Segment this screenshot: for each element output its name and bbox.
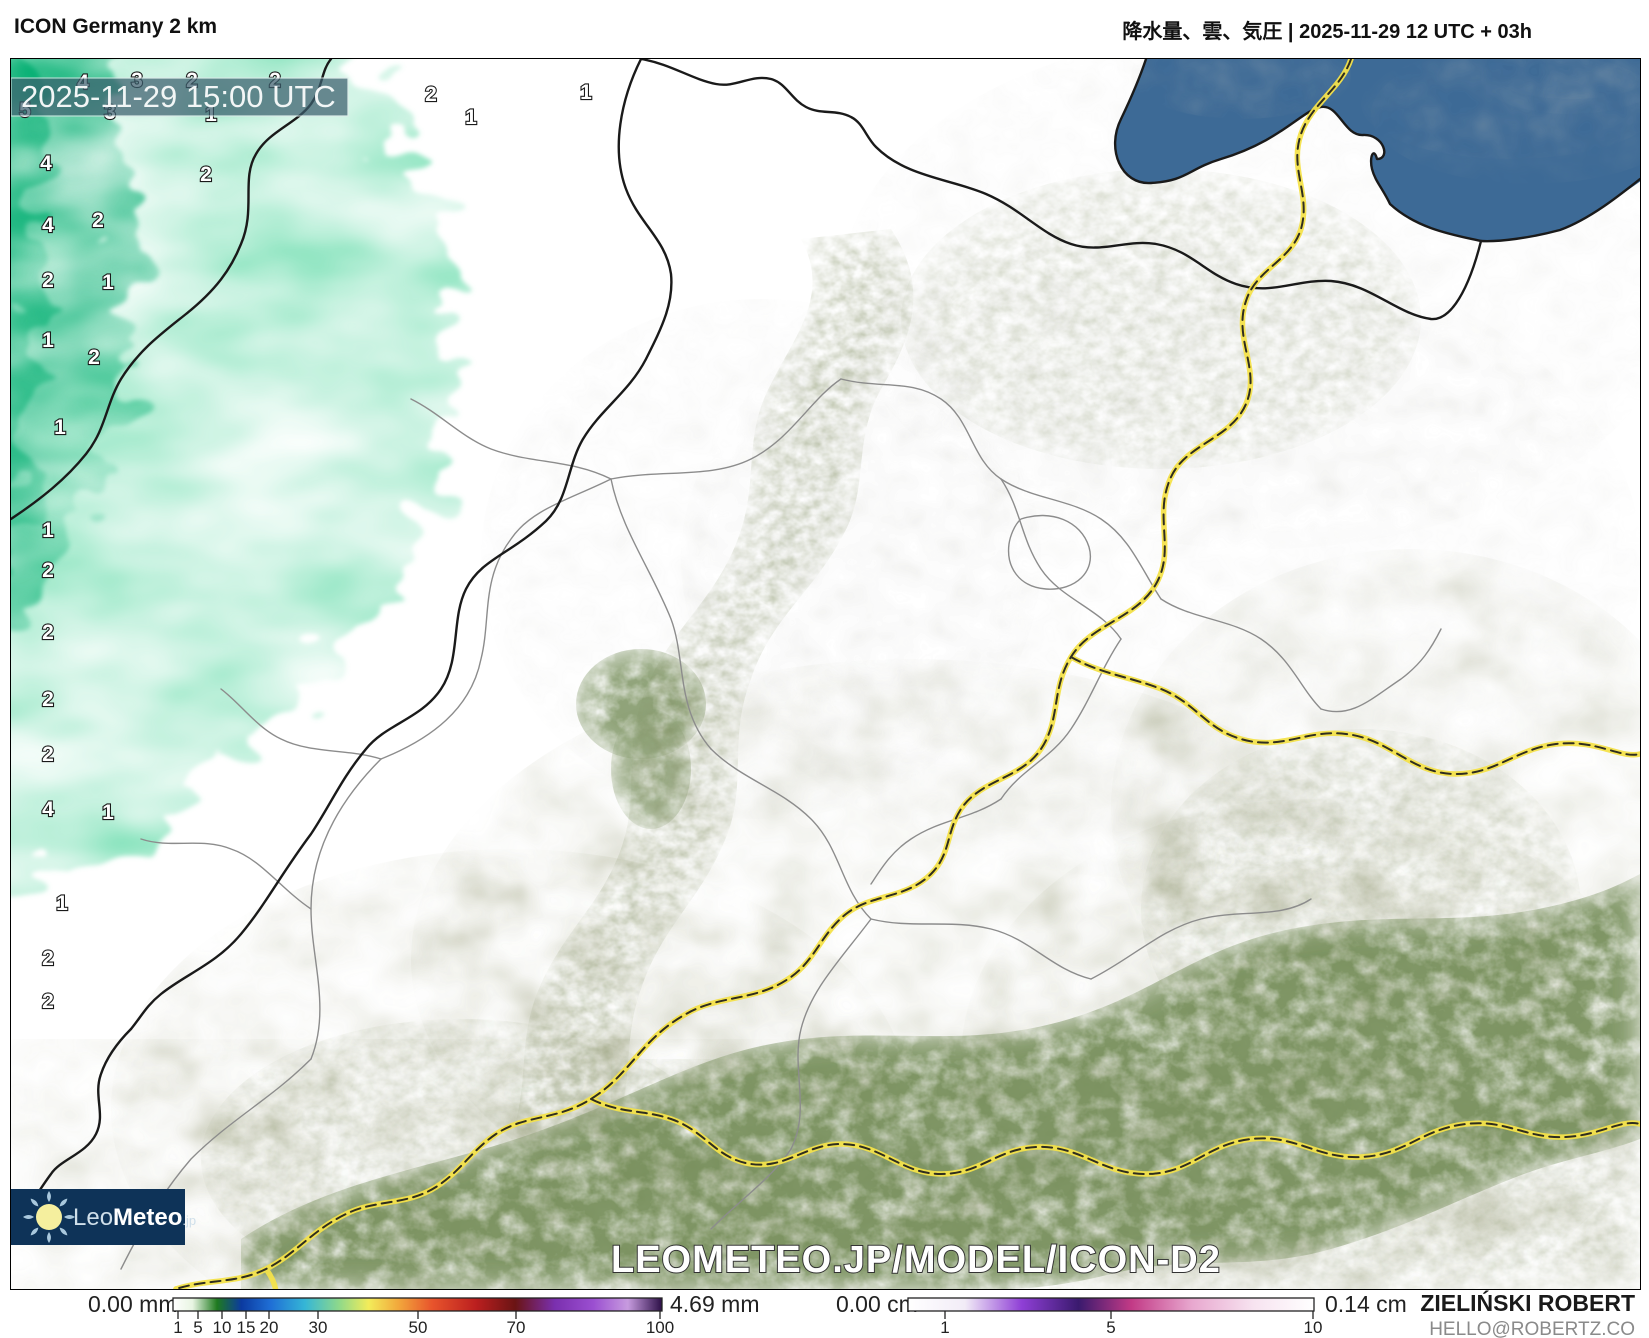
- svg-text:50: 50: [409, 1318, 428, 1337]
- svg-text:2: 2: [425, 83, 437, 106]
- svg-text:2: 2: [42, 621, 54, 644]
- svg-text:4.69 mm: 4.69 mm: [670, 1291, 759, 1317]
- svg-text:2: 2: [42, 743, 54, 766]
- svg-text:10: 10: [213, 1318, 232, 1337]
- svg-text:1: 1: [42, 519, 54, 542]
- svg-text:1: 1: [465, 106, 477, 129]
- svg-text:LEOMETEO.JP/MODEL/ICON-D2: LEOMETEO.JP/MODEL/ICON-D2: [611, 1239, 1221, 1281]
- svg-text:4: 4: [42, 214, 54, 237]
- svg-text:1: 1: [102, 801, 114, 824]
- svg-text:4: 4: [42, 798, 54, 821]
- svg-text:1: 1: [42, 329, 54, 352]
- svg-text:2025-11-29 15:00 UTC: 2025-11-29 15:00 UTC: [21, 79, 336, 114]
- svg-text:1: 1: [173, 1318, 182, 1337]
- svg-text:70: 70: [507, 1318, 526, 1337]
- svg-text:20: 20: [260, 1318, 279, 1337]
- svg-text:2: 2: [200, 163, 212, 186]
- svg-text:2: 2: [42, 559, 54, 582]
- svg-text:100: 100: [646, 1318, 674, 1337]
- svg-text:2: 2: [42, 269, 54, 292]
- svg-text:5: 5: [193, 1318, 202, 1337]
- svg-text:LeoMeteo.jp: LeoMeteo.jp: [73, 1204, 196, 1231]
- svg-text:4: 4: [40, 152, 52, 175]
- svg-text:0.00 cm: 0.00 cm: [836, 1291, 918, 1317]
- svg-text:2: 2: [42, 688, 54, 711]
- svg-text:2: 2: [42, 947, 54, 970]
- svg-text:2: 2: [88, 346, 100, 369]
- svg-text:0.00 mm: 0.00 mm: [88, 1291, 177, 1317]
- svg-text:1: 1: [54, 416, 66, 439]
- svg-text:30: 30: [309, 1318, 328, 1337]
- svg-text:1: 1: [56, 892, 68, 915]
- svg-text:0.14 cm: 0.14 cm: [1325, 1291, 1407, 1317]
- svg-text:15: 15: [237, 1318, 256, 1337]
- svg-text:10: 10: [1304, 1318, 1323, 1337]
- svg-text:1: 1: [102, 271, 114, 294]
- svg-text:5: 5: [1106, 1318, 1115, 1337]
- svg-text:1: 1: [940, 1318, 949, 1337]
- svg-text:2: 2: [42, 990, 54, 1013]
- svg-text:1: 1: [580, 81, 592, 104]
- svg-text:2: 2: [92, 209, 104, 232]
